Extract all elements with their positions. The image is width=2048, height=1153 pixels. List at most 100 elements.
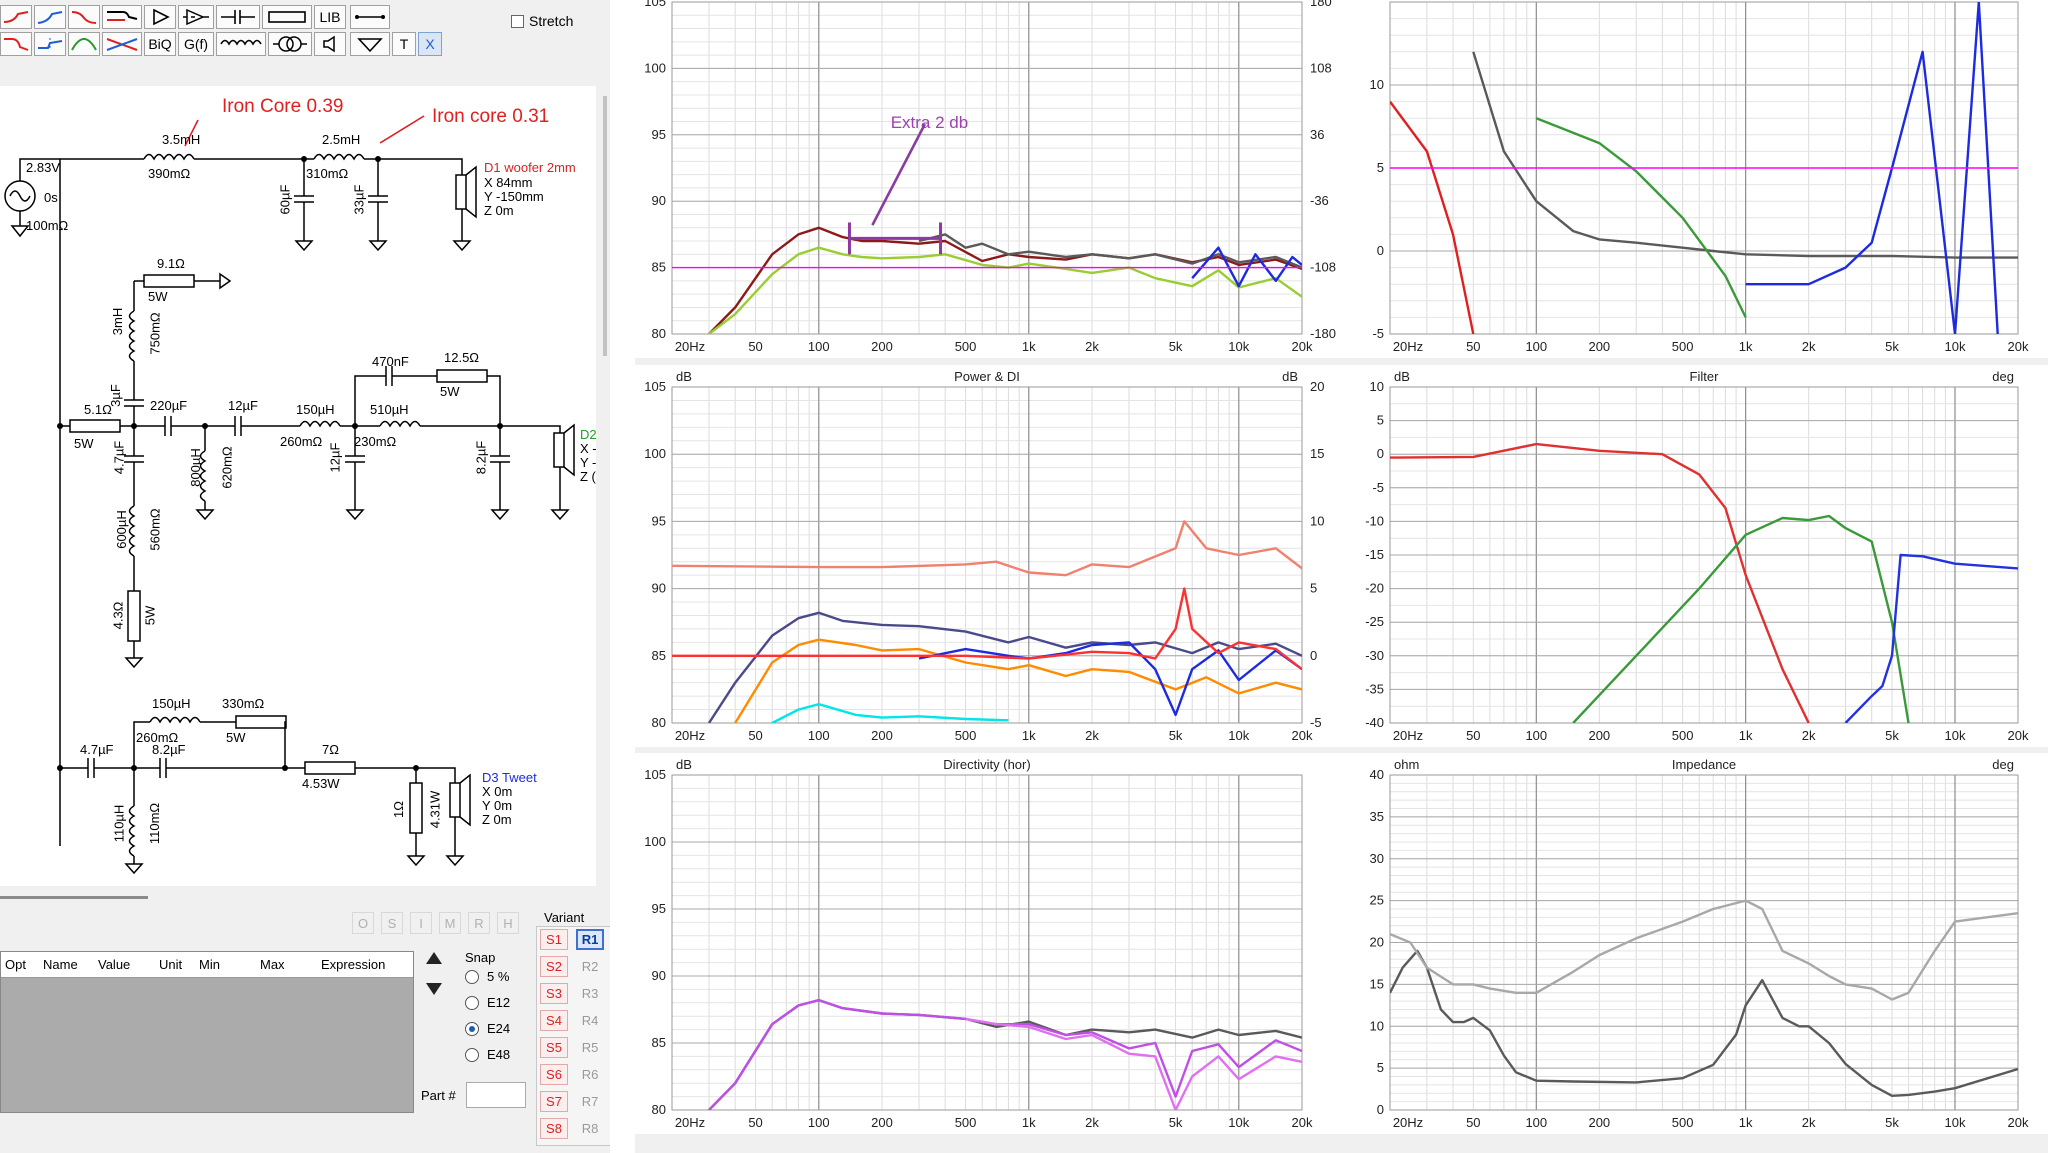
y-unit-label: dB — [676, 369, 692, 384]
variant-r3[interactable]: R3 — [581, 986, 599, 1001]
part-number-input[interactable] — [466, 1082, 526, 1108]
highpass-red-icon[interactable] — [0, 5, 32, 29]
chart-title: Impedance — [1672, 757, 1736, 772]
flag-h[interactable]: H — [497, 912, 519, 934]
x-tick-label: 20Hz — [1393, 339, 1423, 354]
y-tick-label: -30 — [1365, 648, 1384, 663]
bandpass-red-icon[interactable] — [68, 5, 100, 29]
schematic-canvas[interactable]: Iron Core 0.39 Iron core 0.31 2.83V 0s 1… — [0, 86, 608, 886]
opamp-icon[interactable] — [178, 5, 214, 29]
col-expression[interactable]: Expression — [321, 957, 386, 972]
variant-s3[interactable]: S3 — [540, 983, 568, 1004]
snap-radio-selected[interactable] — [465, 1021, 479, 1036]
stretch-checkbox[interactable]: Stretch — [511, 13, 573, 29]
x-button[interactable]: X — [418, 32, 442, 56]
gf-button[interactable]: G(f) — [178, 32, 214, 56]
lib-button[interactable]: LIB — [314, 5, 346, 29]
variant-r1[interactable]: R1 — [576, 929, 604, 950]
snap-option-e48[interactable]: E48 — [465, 1047, 510, 1062]
flag-m[interactable]: M — [439, 912, 461, 934]
splitter-handle[interactable] — [0, 896, 148, 899]
snap-radio[interactable] — [465, 1047, 479, 1062]
col-min[interactable]: Min — [199, 957, 220, 972]
x-tick-label: 5k — [1169, 1115, 1183, 1130]
move-down-button[interactable] — [421, 976, 447, 1002]
step-icon[interactable] — [102, 5, 142, 29]
chart-series-line — [734, 638, 1302, 723]
x-tick-label: 200 — [871, 1115, 893, 1130]
x-tick-label: 20k — [1292, 339, 1313, 354]
mid-c3-value: 470nF — [372, 354, 409, 369]
woofer-c1-value: 60µF — [277, 184, 293, 215]
biq-button[interactable]: BiQ — [144, 32, 176, 56]
snap-option-e12[interactable]: E12 — [465, 995, 510, 1010]
y-tick-label: -15 — [1365, 547, 1384, 562]
y-tick-label: 20 — [1370, 935, 1384, 950]
y2-tick-label: 36 — [1310, 127, 1324, 142]
schematic-scroll-thumb[interactable] — [603, 96, 607, 356]
variant-s6[interactable]: S6 — [540, 1064, 568, 1085]
mid-driver-x: X - — [580, 441, 597, 456]
y-tick-label: 0 — [1377, 446, 1384, 461]
flag-s[interactable]: S — [381, 912, 403, 934]
chart-title: Filter — [1690, 369, 1720, 384]
y-tick-label: 80 — [652, 715, 666, 730]
crossover-icon[interactable] — [102, 32, 142, 56]
variant-r8[interactable]: R8 — [581, 1121, 599, 1136]
y-tick-label: 5 — [1377, 413, 1384, 428]
flag-i[interactable]: I — [410, 912, 432, 934]
x-tick-label: 20Hz — [675, 1115, 705, 1130]
y-tick-label: 90 — [652, 968, 666, 983]
y-tick-label: -5 — [1372, 480, 1384, 495]
col-name[interactable]: Name — [43, 957, 78, 972]
lowpass-blue-icon[interactable] — [34, 32, 66, 56]
chart-panel-3 — [624, 365, 1350, 747]
variant-r7[interactable]: R7 — [581, 1094, 599, 1109]
line-icon[interactable] — [350, 5, 390, 29]
col-opt[interactable]: Opt — [5, 957, 26, 972]
flag-o[interactable]: O — [352, 912, 374, 934]
bandpass-green-icon[interactable] — [68, 32, 100, 56]
snap-radio[interactable] — [465, 969, 479, 984]
tweet-r2-value: 7Ω — [322, 742, 339, 757]
variant-r4[interactable]: R4 — [581, 1013, 599, 1028]
lowpass-red-icon[interactable] — [0, 32, 32, 56]
col-unit[interactable]: Unit — [159, 957, 183, 972]
y-tick-label: 40 — [1370, 767, 1384, 782]
variant-s2[interactable]: S2 — [540, 956, 568, 977]
resistor-icon[interactable] — [262, 5, 312, 29]
mid-c6-value: 8.2µF — [473, 440, 489, 475]
x-tick-label: 20k — [1292, 1115, 1313, 1130]
variant-r5[interactable]: R5 — [581, 1040, 599, 1055]
chart-series-line — [965, 1017, 1302, 1110]
variant-s1[interactable]: S1 — [540, 929, 568, 950]
woofer-driver-z: Z 0m — [484, 203, 514, 218]
col-value[interactable]: Value — [98, 957, 131, 972]
variant-r2[interactable]: R2 — [581, 959, 599, 974]
parameter-table[interactable]: Opt Name Value Unit Min Max Expression — [0, 951, 414, 1113]
stretch-check-box[interactable] — [511, 14, 524, 28]
flag-r[interactable]: R — [468, 912, 490, 934]
highpass-blue-icon[interactable] — [34, 5, 66, 29]
inductor-icon[interactable] — [216, 32, 266, 56]
x-tick-label: 10k — [1228, 728, 1249, 743]
x-tick-label: 2k — [1085, 1115, 1099, 1130]
capacitor-icon[interactable] — [216, 5, 260, 29]
text-button[interactable]: T — [392, 32, 416, 56]
amplifier-icon[interactable] — [144, 5, 176, 29]
col-max[interactable]: Max — [260, 957, 285, 972]
ground-icon[interactable] — [350, 32, 390, 56]
chart-series-line — [672, 520, 1302, 577]
variant-s7[interactable]: S7 — [540, 1091, 568, 1112]
variant-s5[interactable]: S5 — [540, 1037, 568, 1058]
variant-s8[interactable]: S8 — [540, 1118, 568, 1139]
speaker-icon[interactable] — [314, 32, 346, 56]
snap-radio[interactable] — [465, 995, 479, 1010]
variant-r6[interactable]: R6 — [581, 1067, 599, 1082]
snap-option-e24[interactable]: E24 — [465, 1021, 510, 1036]
snap-option-5pct[interactable]: 5 % — [465, 969, 509, 984]
move-up-button[interactable] — [421, 945, 447, 971]
variant-s4[interactable]: S4 — [540, 1010, 568, 1031]
x-tick-label: 2k — [1802, 728, 1816, 743]
transformer-icon[interactable] — [268, 32, 312, 56]
